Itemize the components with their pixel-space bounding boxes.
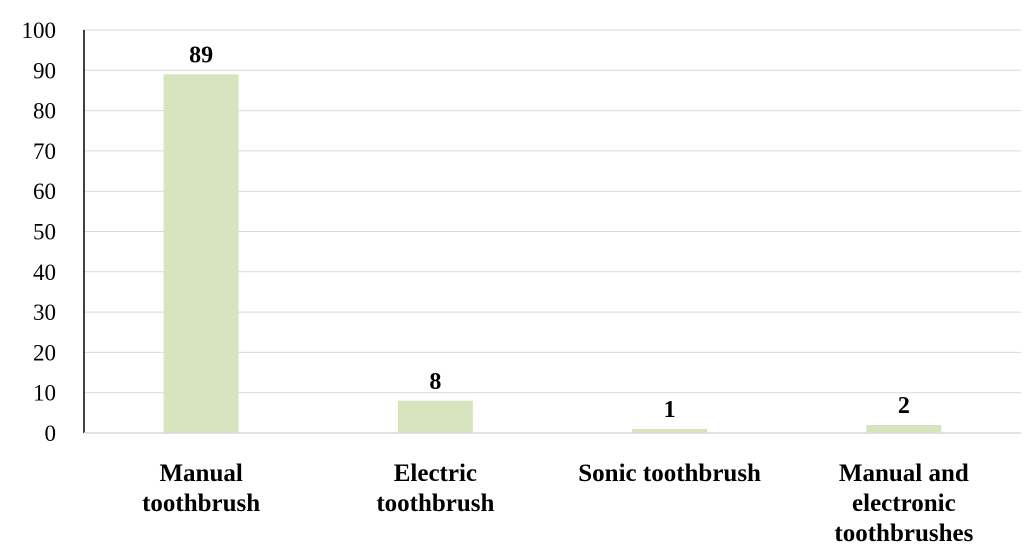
bars	[163, 74, 942, 433]
gridlines	[84, 29, 1021, 394]
bar	[632, 428, 708, 433]
y-tick-label: 80	[33, 99, 56, 124]
y-tick-label: 10	[33, 381, 56, 406]
data-label: 8	[429, 369, 441, 395]
y-tick-label: 90	[33, 58, 56, 83]
y-tick-labels: 0 10 20 30 40 50 60 70 80 90 100	[22, 18, 57, 446]
category-label: toothbrush	[142, 490, 260, 517]
y-tick-label: 30	[33, 300, 56, 325]
y-tick-label: 40	[33, 260, 56, 285]
bar	[163, 74, 239, 433]
y-tick-label: 70	[33, 139, 56, 164]
bar	[866, 424, 942, 433]
category-label: Manual and	[839, 460, 969, 487]
y-tick-label: 0	[45, 421, 57, 446]
axes	[83, 30, 1021, 434]
bar	[397, 400, 473, 433]
category-label: toothbrush	[376, 490, 494, 517]
y-tick-label: 60	[33, 179, 56, 204]
category-label: Sonic toothbrush	[578, 460, 761, 487]
category-label: toothbrushes	[834, 520, 973, 547]
y-tick-label: 100	[22, 18, 57, 43]
category-labels: Manual toothbrush Electric toothbrush Sonic …	[142, 460, 974, 547]
category-label: Manual	[159, 460, 242, 487]
y-tick-label: 20	[33, 340, 56, 365]
data-label: 1	[664, 397, 676, 423]
category-label: electronic	[852, 490, 956, 517]
data-labels: 89 8 1 2	[189, 42, 910, 423]
data-label: 2	[898, 393, 910, 419]
data-label: 89	[189, 42, 213, 68]
y-tick-label: 50	[33, 220, 56, 245]
category-label: Electric	[394, 460, 477, 487]
